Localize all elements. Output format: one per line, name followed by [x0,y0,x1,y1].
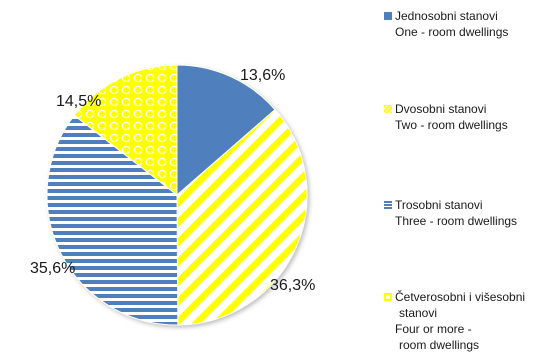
legend-label-hr: Trosobni stanovi [395,198,483,212]
legend-swatch-two-room [384,105,392,113]
legend-item-one-room: Jednosobni stanovi One - room dwellings [383,8,548,40]
legend-item-two-room: Dvosobni stanovi Two - room dwellings [383,101,548,133]
legend-label-en: Two - room dwellings [395,118,508,132]
legend: Jednosobni stanovi One - room dwellings … [383,8,548,361]
label-three-room: 35,6% [30,260,75,277]
legend-label-hr: Jednosobni stanovi [395,9,498,23]
label-two-room: 36,3% [270,277,315,294]
label-four-room: 14,5% [56,93,101,110]
legend-label-en: One - room dwellings [395,25,509,39]
legend-item-three-room: Trosobni stanovi Three - room dwellings [383,197,548,229]
slice-three-room [46,114,179,326]
legend-label-en-line1: Four or more - [395,322,472,336]
legend-swatch-three-room [384,201,392,209]
label-one-room: 13,6% [240,67,285,84]
legend-label-hr-line1: Četverosobni i višesobni [395,290,526,304]
slice-one-room [176,64,276,197]
slice-four-room [73,64,178,197]
slice-two-room [176,108,308,326]
legend-label-en-line2: room dwellings [399,338,480,352]
pie-chart: 13,6% 36,3% 35,6% 14,5% [30,64,315,326]
legend-item-four-room: Četverosobni i višesobni stanovi Four or… [383,289,548,353]
legend-label-hr: Dvosobni stanovi [395,102,487,116]
legend-label-hr-line2: stanovi [399,306,438,320]
legend-swatch-four-room [384,293,392,301]
legend-swatch-one-room [384,12,392,20]
legend-label-en: Three - room dwellings [395,214,518,228]
